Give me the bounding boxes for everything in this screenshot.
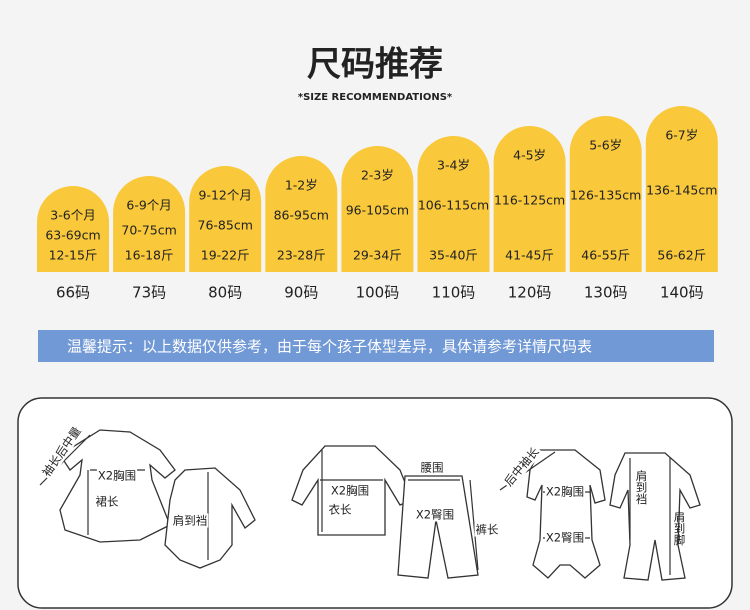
height: 136-145cm: [646, 183, 717, 198]
size-column: [417, 136, 490, 272]
label-bg: [38, 423, 85, 481]
size-column: [341, 146, 414, 272]
measure-label: 肩到裆: [635, 469, 649, 505]
notice: 温馨提示：以上数据仅供参考，由于每个孩子体型差异，具体请参考详情尺码表: [67, 338, 592, 356]
label-bg: [171, 513, 209, 528]
label-bg: [329, 483, 371, 498]
weight: 41-45斤: [505, 248, 554, 263]
size-label: 90码: [284, 284, 318, 302]
size-column: [645, 106, 718, 272]
measure-label: X2臀围: [416, 508, 454, 522]
weight: 35-40斤: [429, 248, 478, 263]
size-label: 120码: [508, 284, 552, 302]
label-bg: [94, 494, 120, 509]
height: 76-85cm: [198, 218, 253, 233]
size-label: 73码: [132, 284, 166, 302]
label-bg: [500, 443, 543, 490]
age: 5-6岁: [589, 138, 622, 153]
title: 尺码推荐: [307, 45, 443, 85]
measure-label: X2胸围: [98, 469, 136, 483]
age: 6-9个月: [126, 198, 171, 213]
height: 106-115cm: [418, 198, 489, 213]
size-column: [493, 126, 566, 272]
label-bg: [544, 484, 586, 499]
label-bg: [544, 530, 586, 545]
notice-bar: [38, 330, 714, 362]
height: 86-95cm: [274, 208, 329, 223]
age: 9-12个月: [199, 188, 252, 203]
weight: 12-15斤: [49, 248, 98, 263]
measure-label: 衣长: [329, 503, 352, 517]
age: 2-3岁: [361, 168, 394, 183]
label-bg: [96, 468, 138, 483]
size-column: [189, 166, 262, 272]
weight: 23-28斤: [277, 248, 326, 263]
age: 4-5岁: [513, 148, 546, 163]
weight: 56-62斤: [657, 248, 706, 263]
measure-label: 肩到脚: [673, 510, 687, 546]
size-label: 80码: [208, 284, 242, 302]
garment-drawings: [39, 429, 701, 581]
measure-label: 裤长: [476, 523, 499, 537]
age: 6-7岁: [665, 128, 698, 143]
size-column: [569, 116, 642, 272]
weight: 19-22斤: [201, 248, 250, 263]
measure-label: 肩到裆: [173, 514, 208, 528]
label-bg: [474, 522, 500, 537]
size-label: 100码: [356, 284, 400, 302]
height: 70-75cm: [121, 223, 176, 238]
label-bg: [414, 507, 456, 522]
measure-label: X2臀围: [546, 531, 584, 545]
measure-label: 裙长: [96, 495, 119, 509]
measure-label: X2胸围: [331, 484, 369, 498]
size-label: 130码: [584, 284, 628, 302]
height: 63-69cm: [45, 228, 100, 243]
size-column: [37, 186, 109, 272]
weight: 29-34斤: [353, 248, 402, 263]
measure-label: 腰围: [421, 461, 444, 475]
label-bg: [327, 502, 353, 517]
size-column: [113, 176, 186, 272]
size-column: [265, 156, 338, 272]
height: 116-125cm: [494, 193, 565, 208]
size-label: 110码: [432, 284, 476, 302]
subtitle: *SIZE RECOMMENDATIONS*: [298, 92, 453, 103]
age: 3-6个月: [50, 208, 95, 223]
measure-label: X2胸围: [546, 485, 584, 499]
height: 126-135cm: [570, 188, 641, 203]
age: 1-2岁: [285, 178, 318, 193]
weight: 46-55斤: [581, 248, 630, 263]
height: 96-105cm: [346, 203, 409, 218]
label-bg: [419, 460, 445, 475]
size-label: 66码: [56, 284, 90, 302]
age: 3-4岁: [437, 158, 470, 173]
weight: 16-18斤: [125, 248, 174, 263]
size-label: 140码: [660, 284, 704, 302]
